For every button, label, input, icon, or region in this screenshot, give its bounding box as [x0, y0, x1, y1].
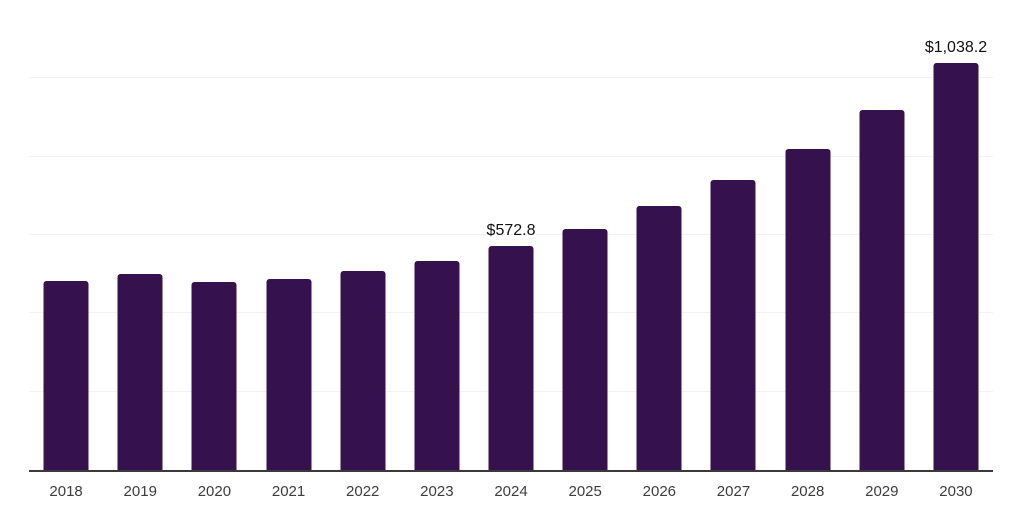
bar-2025: [562, 228, 608, 470]
bar-2022: [340, 271, 386, 470]
bar-column-2023: [400, 0, 474, 470]
bar-2029: [859, 110, 905, 470]
bar-column-2027: [696, 0, 770, 470]
data-label-2024: $572.8: [486, 221, 536, 239]
bar-2021: [266, 279, 312, 470]
x-tick-2030: 2030: [939, 483, 973, 500]
gridline-600: [29, 234, 993, 235]
x-tick-2020: 2020: [197, 483, 232, 500]
bar-column-2024: $572.8: [474, 0, 548, 470]
x-axis-tick-labels: 2018 2019 2020 2021 2022 2023 2024 2025 2026 2027…: [29, 483, 993, 501]
bar-column-2026: [622, 0, 696, 470]
bar-column-2025: [548, 0, 622, 470]
gridline-800: [29, 155, 993, 157]
x-tick-2029: 2029: [865, 483, 899, 500]
bar-2019: [117, 273, 163, 470]
bar-2027: [710, 179, 756, 470]
bar-column-2028: [771, 0, 845, 470]
plot-area: $572.8 $1,038.2: [29, 0, 993, 472]
bar-2020: [191, 282, 237, 470]
bar-2030: [933, 63, 979, 470]
bar-column-2029: [845, 0, 919, 470]
bar-column-2020: [177, 0, 251, 470]
x-tick-2026: 2026: [642, 483, 677, 500]
x-tick-2027: 2027: [716, 483, 751, 500]
bar-column-2018: [29, 0, 103, 470]
bar-2024: [488, 245, 534, 470]
bar-2023: [414, 261, 460, 470]
x-tick-2018: 2018: [49, 483, 83, 500]
bar-2018: [43, 281, 89, 470]
x-tick-2021: 2021: [271, 483, 306, 500]
data-label-2030: $1,038.2: [924, 39, 988, 57]
x-tick-2024: 2024: [494, 483, 528, 500]
bar-column-2022: [326, 0, 400, 470]
x-tick-2022: 2022: [346, 483, 380, 500]
bar-2026: [636, 206, 682, 470]
gridline-1000: [29, 77, 993, 79]
bar-2028: [785, 148, 831, 470]
x-tick-2023: 2023: [420, 483, 454, 500]
bar-column-2030: $1,038.2: [919, 0, 993, 470]
bar-column-2019: [103, 0, 177, 470]
bar-column-2021: [251, 0, 325, 470]
x-tick-2025: 2025: [568, 483, 602, 500]
bar-columns: $572.8 $1,038.2: [29, 0, 993, 470]
x-tick-2028: 2028: [790, 483, 825, 500]
x-tick-2019: 2019: [123, 483, 157, 500]
x-axis-line: [29, 470, 993, 472]
